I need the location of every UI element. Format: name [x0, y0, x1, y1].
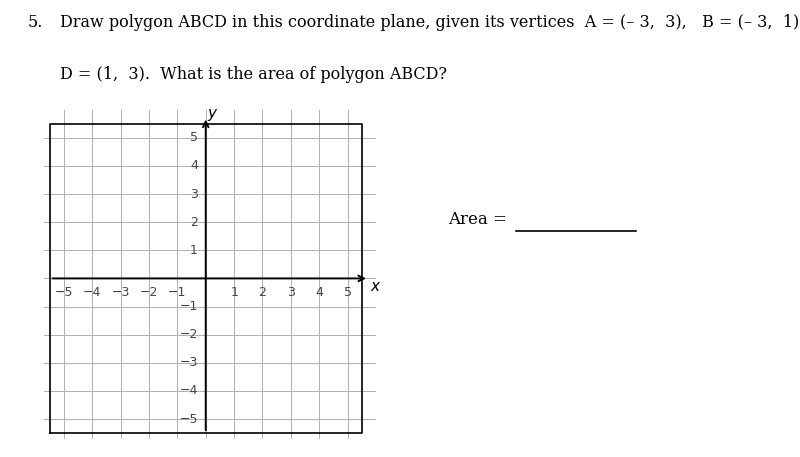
Text: −1: −1 — [168, 286, 186, 299]
Text: 4: 4 — [315, 286, 323, 299]
Text: Area =: Area = — [448, 211, 512, 228]
Text: Draw polygon ABCD in this coordinate plane, given its vertices  A = (– 3,  3),  : Draw polygon ABCD in this coordinate pla… — [60, 14, 800, 31]
Text: x: x — [370, 279, 379, 294]
Text: −3: −3 — [111, 286, 130, 299]
Text: 3: 3 — [190, 187, 198, 201]
Text: −1: −1 — [179, 300, 198, 313]
Text: −2: −2 — [179, 328, 198, 341]
Text: 3: 3 — [287, 286, 295, 299]
Text: −2: −2 — [140, 286, 158, 299]
Text: −3: −3 — [179, 356, 198, 369]
Text: 2: 2 — [190, 216, 198, 228]
Text: 5: 5 — [344, 286, 352, 299]
Text: −4: −4 — [83, 286, 102, 299]
Text: D = (1,  3).  What is the area of polygon ABCD?: D = (1, 3). What is the area of polygon … — [60, 66, 447, 83]
Text: 4: 4 — [190, 159, 198, 172]
Text: 1: 1 — [230, 286, 238, 299]
Text: 5: 5 — [190, 131, 198, 144]
Text: 1: 1 — [190, 244, 198, 257]
Text: 2: 2 — [258, 286, 266, 299]
Text: y: y — [207, 106, 217, 122]
Text: −5: −5 — [54, 286, 73, 299]
Text: 5.: 5. — [28, 14, 43, 31]
Text: −4: −4 — [179, 384, 198, 398]
Text: −5: −5 — [179, 413, 198, 425]
